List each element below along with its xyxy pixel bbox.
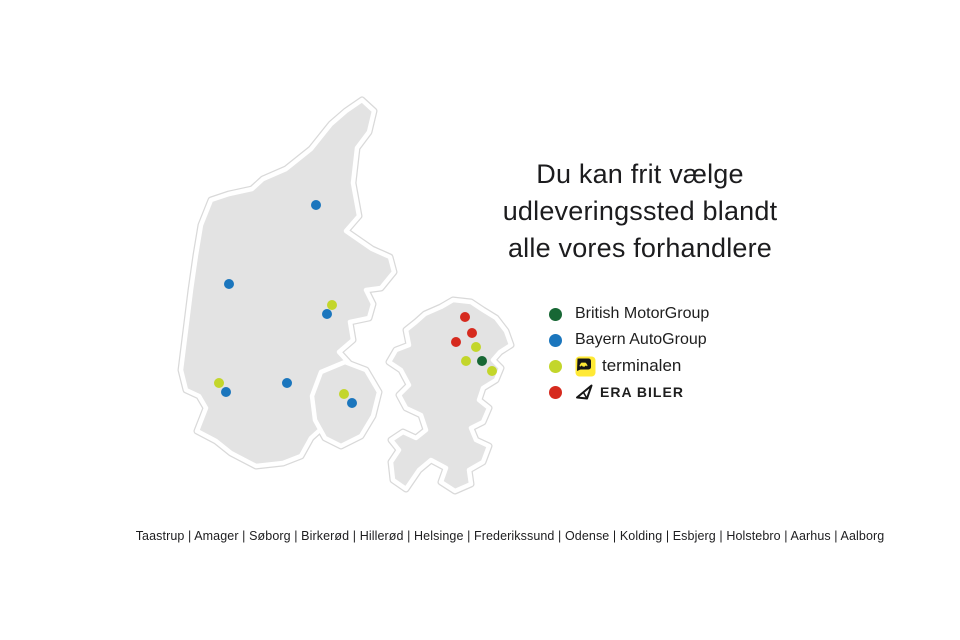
legend-label-era: ERA BILER: [600, 384, 684, 400]
headline-line-3: alle vores forhandlere: [507, 233, 773, 263]
legend-row-terminalen: terminalen: [549, 353, 709, 379]
dealer-dot: [339, 389, 349, 399]
dealer-dot: [451, 337, 461, 347]
era-biler-dot-icon: [549, 385, 562, 399]
bayern-autogroup-dot-icon: [549, 333, 562, 347]
funen-region: [309, 359, 382, 449]
legend-row-bayern: Bayern AutoGroup: [549, 327, 709, 353]
dealer-dot: [224, 279, 234, 289]
headline-line-2: udleveringssted blandt: [502, 196, 778, 226]
dealer-dot: [282, 378, 292, 388]
british-motorgroup-dot-icon: [549, 307, 562, 321]
dealer-dot: [322, 309, 332, 319]
dealer-dot: [461, 356, 471, 366]
legend-label-british: British MotorGroup: [575, 305, 710, 322]
dealer-dot: [347, 398, 357, 408]
dealer-dot: [477, 356, 487, 366]
dealer-dot: [327, 300, 337, 310]
dealer-dots-layer: [214, 200, 497, 408]
legend-row-british: British MotorGroup: [549, 301, 709, 327]
zealand-region: [386, 297, 514, 494]
legend-row-era: ERA BILER: [549, 379, 709, 405]
legend-label-bayern: Bayern AutoGroup: [575, 331, 707, 348]
terminalen-logo-icon: [575, 356, 596, 376]
era-biler-logo-icon: [576, 384, 593, 400]
legend-label-terminalen: terminalen: [602, 356, 682, 375]
terminalen-dot-icon: [549, 359, 562, 373]
headline-line-1: Du kan frit vælge: [536, 159, 744, 189]
dealer-legend: British MotorGroup Bayern AutoGroup term…: [549, 301, 709, 405]
dealer-dot: [460, 312, 470, 322]
dealer-dot: [311, 200, 321, 210]
dealer-dot: [487, 366, 497, 376]
headline: Du kan frit vælge udleveringssted blandt…: [460, 156, 820, 267]
city-list: Taastrup | Amager | Søborg | Birkerød | …: [135, 529, 885, 543]
dealer-dot: [467, 328, 477, 338]
dealer-dot: [471, 342, 481, 352]
dealer-dot: [214, 378, 224, 388]
dealer-dot: [221, 387, 231, 397]
